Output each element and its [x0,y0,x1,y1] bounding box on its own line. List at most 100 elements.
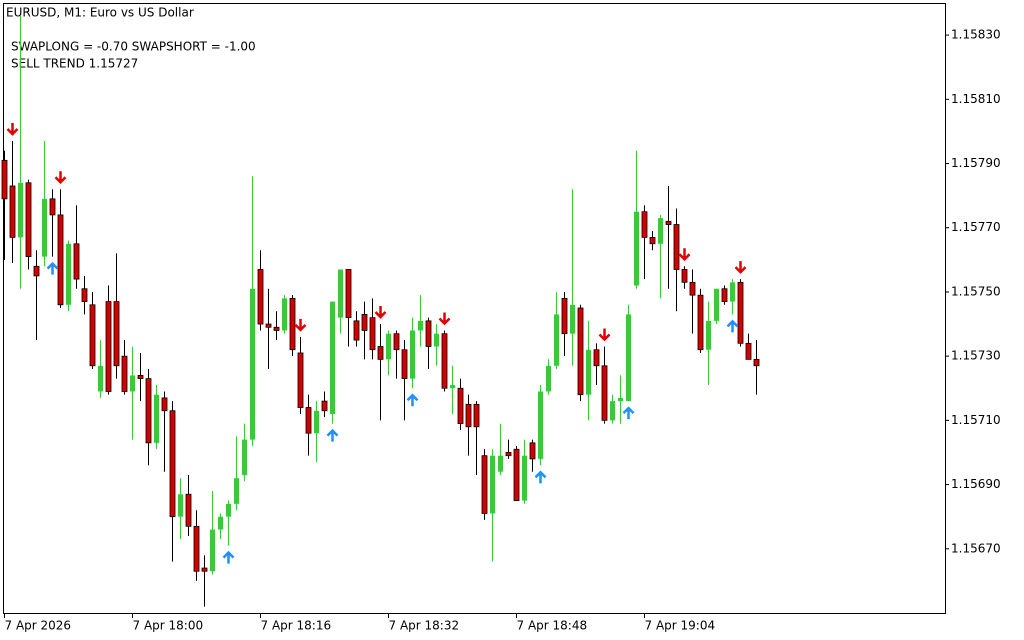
candle-body [185,493,192,527]
candle-body [649,236,656,245]
candle-body [161,397,168,412]
candle-body [9,185,16,238]
candle-body [610,401,615,421]
sell-arrow [294,318,307,332]
candle-body [641,211,648,238]
candle-body [418,320,423,331]
candle-body [89,304,96,367]
candle-body [538,391,543,459]
candle-body [522,455,527,501]
candle-body [338,269,343,318]
candle-body [1,159,8,200]
y-tick-label: 1.15790 [951,156,1001,170]
candle-body [618,397,623,402]
candle-body [242,439,247,475]
candle-body [178,494,183,517]
candle-body [113,301,120,367]
candle-body [577,307,584,396]
sell-arrow [374,306,387,319]
plot-frame [3,3,946,614]
candle-body [273,326,280,331]
candle-body [561,297,568,335]
candle-body [154,394,159,443]
y-tick-label: 1.15710 [951,413,1001,427]
candle-body [434,333,439,347]
chart-title: EURUSD, M1: Euro vs US Dollar [6,6,194,20]
candle-body [410,330,415,379]
candle-body [361,314,368,331]
candle-body [353,320,360,341]
candle-body [345,269,352,319]
candle-body [18,182,23,238]
candle-body [193,525,200,572]
candle-body [465,403,472,428]
candle-body [546,365,551,392]
candle-body [586,349,591,395]
candle-body [689,281,696,296]
sell-arrow [6,123,19,136]
candle-body [681,269,688,283]
y-tick-label: 1.15690 [951,477,1001,491]
y-tick-label: 1.15770 [951,220,1001,234]
candle-body [369,317,376,351]
candle-body [265,323,272,328]
candle-body [601,365,608,421]
y-tick-label: 1.15670 [951,541,1001,555]
candle-body [697,294,704,351]
buy-arrow [534,470,547,484]
candle-body [745,342,752,360]
candle-body [425,320,432,347]
candle-body [169,410,176,518]
candle-body [314,410,319,434]
buy-arrow [46,261,59,275]
candle-body [73,243,80,280]
candle-body [57,214,64,306]
candle-body [721,288,728,302]
candle-body [210,529,215,572]
x-tick-label: 7 Apr 2026 [5,619,72,633]
x-tick-label: 7 Apr 18:16 [261,619,332,633]
candle-body [441,333,448,389]
candle-body [481,455,488,514]
swap-info: SWAPLONG = -0.70 SWAPSHORT = -1.00 [11,40,256,54]
x-tick-label: 7 Apr 18:00 [133,619,204,633]
candle-body [706,320,711,350]
candle-body [473,403,480,428]
sell-arrow [734,261,747,274]
candle-body [130,375,135,392]
candle-body [81,288,88,302]
candle-body [570,304,575,334]
candle-body [321,400,328,412]
candle-body [66,243,71,305]
candle-body [289,297,296,351]
candle-body [393,333,400,351]
candle-body [105,301,112,392]
y-tick-label: 1.15830 [951,28,1001,42]
x-tick-label: 7 Apr 19:04 [645,619,716,633]
candle-body [121,355,128,392]
candle-body [634,211,639,286]
candle-body [457,387,464,424]
candle-body [226,503,231,517]
candle-body [658,218,663,244]
candle-body [386,333,391,360]
candle-body [665,220,672,225]
candle-body [498,455,503,472]
candle-body [753,358,760,367]
candle-body [234,478,239,504]
candle-body [513,448,520,502]
x-tick-label: 7 Apr 18:48 [517,619,588,633]
candle-body [250,288,255,440]
y-tick-label: 1.15750 [951,284,1001,298]
candle-body [737,281,744,344]
buy-arrow [622,406,635,420]
buy-arrow [326,428,339,442]
sell-arrow [598,328,611,342]
candle-body [201,567,208,572]
candle-body [626,314,631,402]
candle-body [490,455,495,514]
candle-body [98,365,103,392]
trend-info: SELL TREND 1.15727 [11,57,138,71]
candle-body [33,265,40,277]
